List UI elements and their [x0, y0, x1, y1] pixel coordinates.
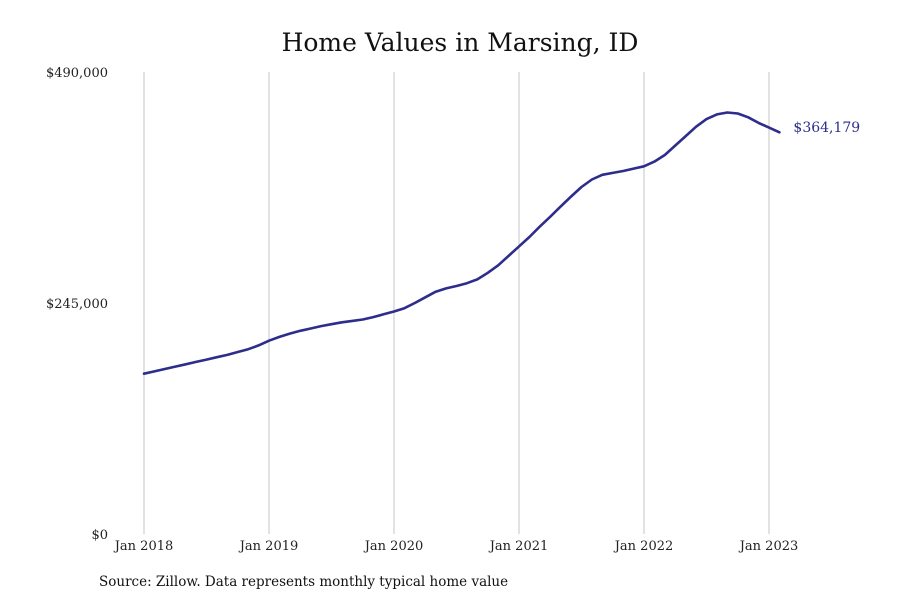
- x-tick-label: Jan 2020: [363, 539, 424, 554]
- y-tick-label: $245,000: [46, 297, 108, 312]
- x-tick-label: Jan 2022: [613, 539, 674, 554]
- y-tick-label: $490,000: [46, 66, 108, 81]
- y-axis-tick-labels: $0 $245,000 $490,000: [46, 66, 108, 543]
- source-note: Source: Zillow. Data represents monthly …: [99, 574, 508, 590]
- x-tick-label: Jan 2019: [238, 539, 299, 554]
- x-axis-tick-labels: Jan 2018 Jan 2019 Jan 2020 Jan 2021 Jan 2022…: [113, 539, 799, 554]
- vertical-gridlines: [143, 72, 770, 534]
- chart-title: Home Values in Marsing, ID: [282, 28, 639, 57]
- x-tick-label: Jan 2021: [488, 539, 549, 554]
- end-value-label: $364,179: [793, 120, 860, 136]
- home-value-series-line: [142, 111, 781, 375]
- x-tick-label: Jan 2018: [113, 539, 174, 554]
- x-tick-label: Jan 2023: [738, 539, 799, 554]
- y-tick-label: $0: [91, 528, 108, 543]
